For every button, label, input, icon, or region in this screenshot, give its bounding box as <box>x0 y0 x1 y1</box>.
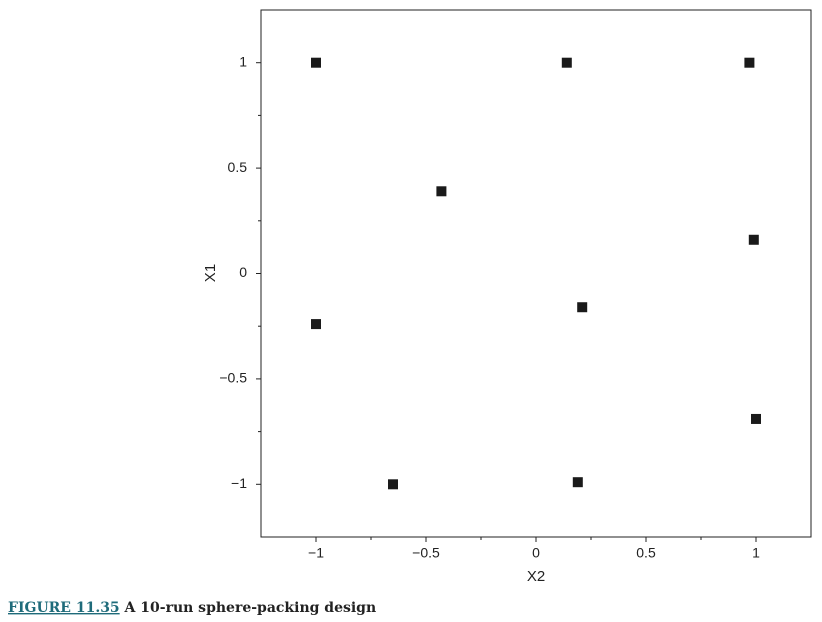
y-tick-label: −0.5 <box>219 370 247 386</box>
y-tick-label: 0.5 <box>228 159 248 175</box>
figure-label: FIGURE 11.35 <box>8 600 120 616</box>
marker <box>572 477 583 488</box>
marker <box>577 302 588 313</box>
x-tick-label: 1 <box>752 545 760 561</box>
marker <box>561 57 572 68</box>
marker <box>388 479 398 490</box>
marker <box>311 57 321 68</box>
y-axis-label: X1 <box>202 264 219 282</box>
y-tick-label: 0 <box>239 264 247 280</box>
x-tick-label: 0.5 <box>636 545 656 561</box>
marker <box>311 319 321 330</box>
marker <box>436 186 447 197</box>
marker <box>744 57 755 68</box>
x-tick-label: −1 <box>308 545 324 561</box>
y-tick-label: 1 <box>239 53 247 69</box>
x-tick-label: 0 <box>532 545 540 561</box>
y-tick-label: −1 <box>231 475 247 491</box>
caption-text: A 10-run sphere-packing design <box>124 600 377 616</box>
x-tick-label: −0.5 <box>412 545 440 561</box>
figure-caption: FIGURE 11.35 A 10-run sphere-packing des… <box>8 600 376 616</box>
plot-frame <box>260 9 812 538</box>
marker <box>748 234 759 245</box>
x-axis-label: X2 <box>527 568 545 585</box>
marker <box>751 413 761 424</box>
